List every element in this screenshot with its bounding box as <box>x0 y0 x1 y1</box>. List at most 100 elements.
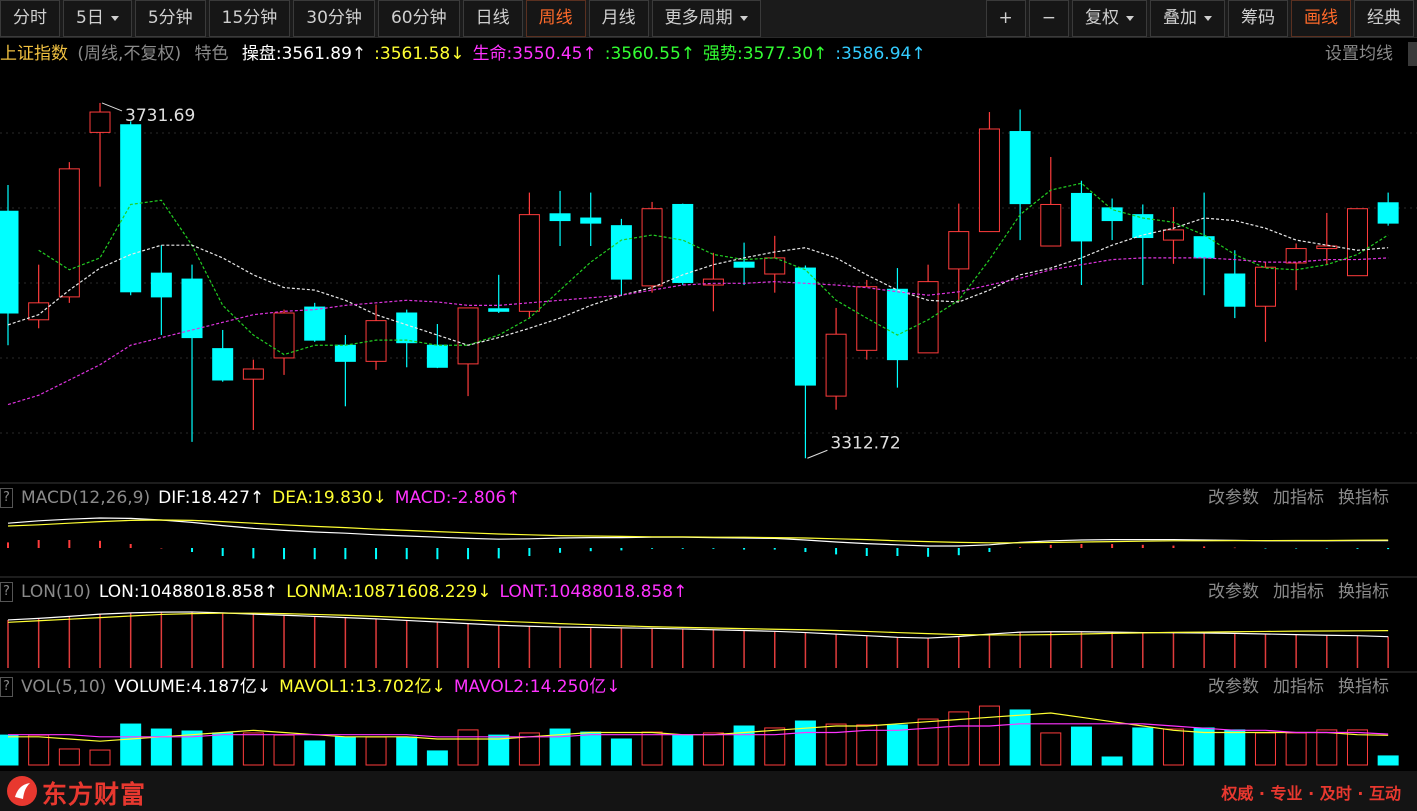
volume-bar <box>825 723 847 766</box>
indicator-name[interactable]: LON(10) <box>21 582 91 602</box>
high-annotation: 3731.69 <box>125 106 195 126</box>
help-button[interactable]: ? <box>0 677 13 697</box>
volume-bar <box>181 730 203 766</box>
toolbar-button[interactable]: 5分钟 <box>134 0 206 37</box>
volume-bar <box>1040 732 1062 766</box>
toolbar: 分时 5日 5分钟 15分钟 30分钟 60分钟 日线 周线 月线 更多周期 + − 复权 叠加 筹码 画线经… <box>0 0 1417 38</box>
macd-bar <box>1172 545 1175 548</box>
volume-bar <box>426 750 448 766</box>
toolbar-button[interactable]: 月线 <box>588 0 649 37</box>
candle-body <box>457 307 479 365</box>
indicator-name[interactable]: MACD(12,26,9) <box>21 488 151 508</box>
volume-bar <box>1132 727 1154 766</box>
indicator-tool[interactable]: 改参数 <box>1208 488 1259 508</box>
volume-bar <box>1316 729 1338 766</box>
indicator-tool[interactable]: 加指标 <box>1273 677 1324 697</box>
candle-body <box>518 214 540 312</box>
indicator-tool[interactable]: 改参数 <box>1208 677 1259 697</box>
macd-bar <box>1264 548 1267 549</box>
candle-body <box>1193 236 1215 259</box>
candle-body <box>28 302 50 321</box>
macd-bar <box>651 548 654 549</box>
toolbar-button[interactable]: 周线 <box>525 0 586 37</box>
toolbar-button[interactable]: − <box>1028 0 1069 37</box>
indicator-value: LONT:10488018.858↑ <box>499 582 688 602</box>
scrollbar[interactable] <box>1408 42 1417 66</box>
candle-body <box>886 288 908 361</box>
candle-body <box>212 348 234 381</box>
toolbar-button[interactable]: 分时 <box>0 0 60 37</box>
toolbar-button[interactable]: 日线 <box>462 0 523 37</box>
toolbar-button[interactable]: 复权 <box>1072 0 1147 37</box>
indicator-value: VOLUME:4.187亿↓ <box>114 677 272 697</box>
macd-bar <box>375 548 378 560</box>
help-button[interactable]: ? <box>0 488 13 508</box>
toolbar-button[interactable]: 60分钟 <box>377 0 460 37</box>
macd-bar <box>1141 544 1144 548</box>
macd-bar <box>835 548 838 555</box>
security-name[interactable]: 上证指数 <box>0 44 68 64</box>
candle-body <box>1316 245 1338 250</box>
ma-settings[interactable]: 设置均线 <box>1325 44 1393 64</box>
ma-indicator: :3561.58↓ <box>374 44 465 64</box>
toolbar-button[interactable]: 经典 <box>1354 0 1414 37</box>
toolbar-button[interactable]: 更多周期 <box>651 0 761 37</box>
toolbar-button[interactable]: 叠加 <box>1150 0 1225 37</box>
indicator-tool[interactable]: 换指标 <box>1338 677 1389 697</box>
macd-bar <box>865 548 868 556</box>
volume-bar <box>702 732 724 766</box>
toolbar-button[interactable]: + <box>985 0 1026 37</box>
candle-body <box>1101 207 1123 222</box>
candle-body <box>1254 266 1276 307</box>
toolbar-button[interactable]: 15分钟 <box>208 0 291 37</box>
indicator-value: DEA:19.830↓ <box>272 488 387 508</box>
candle-body <box>641 208 663 287</box>
toolbar-button[interactable]: 30分钟 <box>293 0 375 37</box>
indicator-tool[interactable]: 加指标 <box>1273 582 1324 602</box>
help-button[interactable]: ? <box>0 582 13 602</box>
indicator-tool[interactable]: 换指标 <box>1338 582 1389 602</box>
macd-bar <box>344 548 347 560</box>
macd-bar <box>436 548 439 560</box>
ma-indicator: :3560.55↑ <box>604 44 696 64</box>
candle-body <box>120 124 142 293</box>
ma-indicator: 强势:3577.30↑ <box>703 44 828 64</box>
candle-body <box>181 278 203 339</box>
candle-body <box>825 333 847 397</box>
feature-label[interactable]: 特色 <box>194 44 229 64</box>
volume-bar <box>28 734 50 766</box>
macd-bar <box>221 548 224 556</box>
indicator-header: ? LON(10) LON:10488018.858↑ LONMA:10871608.… <box>0 581 1417 603</box>
macd-bar <box>927 548 930 557</box>
macd-bar <box>896 548 899 556</box>
macd-bar <box>712 548 715 549</box>
candle-body <box>1070 192 1092 242</box>
candle-body <box>426 344 448 368</box>
candle-body <box>580 217 602 224</box>
indicator-tool[interactable]: 改参数 <box>1208 582 1259 602</box>
macd-bar <box>129 544 132 548</box>
toolbar-button[interactable]: 筹码 <box>1228 0 1288 37</box>
candle-body <box>1009 131 1031 205</box>
volume-bar <box>273 734 295 766</box>
candle-body <box>1377 202 1399 224</box>
moving-average <box>38 182 1389 356</box>
macd-bar <box>681 548 684 549</box>
brand-logo <box>7 776 37 806</box>
toolbar-button[interactable]: 5日 <box>63 0 132 37</box>
volume-bar <box>580 731 602 766</box>
ma-indicator: 操盘:3561.89↑ <box>241 44 367 64</box>
volume-bar <box>1377 755 1399 766</box>
volume-bar <box>396 736 418 766</box>
indicator-tool[interactable]: 加指标 <box>1273 488 1324 508</box>
annotation-arrow <box>807 449 828 459</box>
indicator-tool[interactable]: 换指标 <box>1338 488 1389 508</box>
toolbar-button[interactable]: 画线 <box>1291 0 1351 37</box>
macd-bar <box>191 548 194 552</box>
candle-body <box>733 261 755 268</box>
indicator-name[interactable]: VOL(5,10) <box>21 677 107 697</box>
candle-body <box>334 344 356 362</box>
quote-bar: 上证指数 (周线,不复权) 特色 操盘:3561.89↑:3561.58↓ 生命:… <box>0 38 1417 70</box>
volume-bar <box>1162 728 1184 766</box>
brand-name: 东方财富 <box>42 780 147 809</box>
